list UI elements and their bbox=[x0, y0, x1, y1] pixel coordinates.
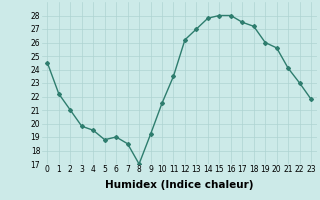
X-axis label: Humidex (Indice chaleur): Humidex (Indice chaleur) bbox=[105, 180, 253, 190]
